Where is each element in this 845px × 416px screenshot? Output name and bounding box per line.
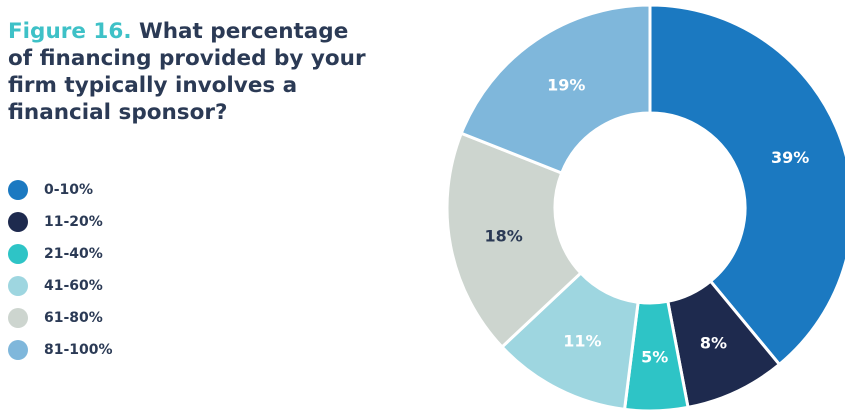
slice-data-label: 19% [547,75,585,94]
legend-swatch [8,180,28,200]
legend-item: 11-20% [8,206,113,238]
slice-data-label: 8% [700,333,727,352]
legend: 0-10% 11-20% 21-40% 41-60% 61-80% 81-100% [8,174,113,366]
legend-label: 41-60% [44,278,103,294]
legend-swatch [8,244,28,264]
legend-swatch [8,308,28,328]
legend-item: 21-40% [8,238,113,270]
legend-label: 21-40% [44,246,103,262]
donut-slice [459,3,652,175]
slice-data-label: 39% [771,148,809,167]
chart-title: Figure 16. What percentage of financing … [8,18,378,126]
slice-data-label: 5% [641,347,668,366]
donut-slice [445,131,583,350]
legend-label: 0-10% [44,182,94,198]
figure-number: Figure 16. [8,19,132,44]
legend-item: 41-60% [8,270,113,302]
slice-data-label: 18% [484,226,522,245]
donut-slice [648,3,845,367]
legend-swatch [8,212,28,232]
legend-item: 81-100% [8,334,113,366]
figure-question: What percentage of financing provided by… [8,19,366,125]
legend-label: 61-80% [44,310,103,326]
slice-data-label: 11% [563,331,601,350]
donut-chart: 39% 8% 5% 11% 18% 19% [445,3,845,413]
legend-label: 81-100% [44,342,113,358]
legend-label: 11-20% [44,214,103,230]
legend-item: 61-80% [8,302,113,334]
legend-swatch [8,276,28,296]
legend-item: 0-10% [8,174,113,206]
legend-swatch [8,340,28,360]
